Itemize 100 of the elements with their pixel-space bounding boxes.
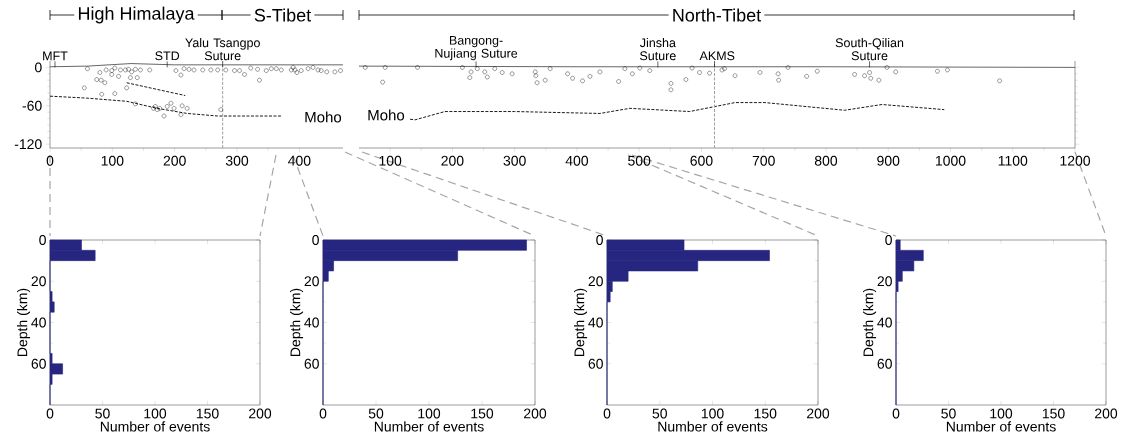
- x-tick-label: 100: [144, 408, 167, 419]
- x-tick-label: 150: [196, 408, 219, 419]
- point: [997, 78, 1002, 84]
- x-tick-label: 100: [990, 408, 1013, 419]
- point: [815, 69, 820, 74]
- x-tick-label: 600: [690, 155, 713, 166]
- point: [852, 72, 857, 77]
- x-tick-label: 200: [249, 408, 272, 419]
- x-tick-label: 700: [752, 155, 775, 166]
- point: [862, 73, 867, 78]
- point: [775, 71, 781, 76]
- point: [776, 77, 781, 83]
- point: [884, 65, 890, 70]
- point: [683, 77, 689, 82]
- annotation: Moho: [368, 109, 405, 121]
- point: [482, 69, 487, 75]
- point: [893, 69, 898, 75]
- annotation: Moho: [305, 111, 342, 123]
- point: [570, 76, 575, 81]
- annotation: MFT: [43, 51, 68, 61]
- point: [722, 66, 727, 71]
- text: North-Tibet: [673, 8, 762, 22]
- point: [637, 65, 642, 71]
- x-tick-label: 100: [101, 155, 124, 166]
- point: [475, 66, 480, 71]
- y-tick-label: 40: [588, 317, 603, 328]
- point: [647, 68, 652, 73]
- x-tick-label: 0: [46, 408, 54, 419]
- point: [707, 70, 712, 76]
- y-tick-label: -120: [14, 139, 42, 150]
- y-tick-label: 60: [304, 358, 319, 369]
- y-tick-label: 60: [877, 358, 892, 369]
- x-tick-label: 200: [524, 408, 547, 419]
- point: [415, 65, 420, 70]
- point: [547, 66, 553, 71]
- y-axis-title: Depth (km): [574, 288, 588, 356]
- point: [587, 74, 593, 79]
- point: [565, 71, 570, 76]
- x-tick-label: 500: [628, 155, 651, 166]
- x-tick-label: 200: [441, 155, 464, 166]
- x-tick-label: 150: [754, 408, 777, 419]
- point: [876, 77, 882, 83]
- point: [757, 70, 763, 75]
- point: [509, 71, 515, 76]
- x-tick-label: 400: [288, 155, 311, 166]
- annotation: AKMS: [699, 51, 735, 61]
- y-tick-label: 0: [885, 235, 892, 245]
- point: [804, 74, 809, 79]
- x-tick-label: 200: [807, 408, 830, 419]
- point: [719, 67, 725, 73]
- point: [689, 65, 695, 71]
- point: [785, 65, 791, 70]
- y-tick-label: 40: [877, 317, 892, 328]
- point: [468, 69, 474, 75]
- x-tick-label: 200: [163, 155, 186, 166]
- annotation: Yalu Tsangpo Suture: [185, 38, 260, 61]
- point: [382, 65, 388, 70]
- x-tick-label: 1100: [998, 155, 1028, 166]
- point: [467, 75, 473, 80]
- point: [945, 67, 950, 73]
- y-tick-label: 0: [39, 235, 46, 245]
- x-axis-title: Number of events: [374, 421, 484, 432]
- y-tick-label: 20: [31, 276, 46, 287]
- y-tick-label: -60: [22, 100, 42, 111]
- x-axis-title: Number of events: [658, 421, 768, 432]
- x-tick-label: 1200: [1060, 155, 1091, 166]
- point: [534, 80, 540, 85]
- point: [533, 73, 539, 78]
- y-axis-title: Depth (km): [17, 288, 31, 356]
- point: [668, 81, 674, 86]
- point: [380, 79, 385, 85]
- point: [868, 76, 873, 81]
- point: [867, 70, 872, 75]
- annotation: South-Qilian Suture: [835, 38, 904, 61]
- text: High Himalaya: [78, 6, 195, 24]
- point: [630, 71, 635, 76]
- x-tick-label: 300: [503, 155, 526, 166]
- x-tick-label: 100: [379, 155, 402, 166]
- x-tick-label: 100: [418, 408, 441, 419]
- y-tick-label: 60: [31, 358, 46, 369]
- point: [492, 66, 497, 71]
- y-tick-label: 0: [312, 235, 319, 245]
- x-tick-label: 300: [225, 155, 249, 166]
- x-tick-label: 400: [565, 155, 589, 166]
- y-tick-label: 0: [34, 62, 42, 73]
- point: [597, 69, 603, 75]
- annotation: STD: [155, 51, 180, 61]
- y-tick-label: 20: [588, 276, 603, 287]
- y-tick-label: 20: [877, 276, 892, 287]
- x-tick-label: 0: [46, 155, 54, 166]
- y-tick-label: 20: [304, 276, 319, 287]
- x-tick-label: 200: [1095, 408, 1118, 419]
- x-tick-label: 50: [652, 408, 667, 419]
- annotation: Bangong-Nujiang Suture: [435, 36, 518, 61]
- x-tick-label: 50: [368, 408, 384, 419]
- point: [622, 66, 628, 71]
- annotation: Jinsha Suture: [640, 38, 676, 61]
- x-tick-label: 1000: [935, 155, 966, 166]
- x-tick-label: 150: [471, 408, 494, 419]
- x-tick-label: 0: [603, 408, 611, 419]
